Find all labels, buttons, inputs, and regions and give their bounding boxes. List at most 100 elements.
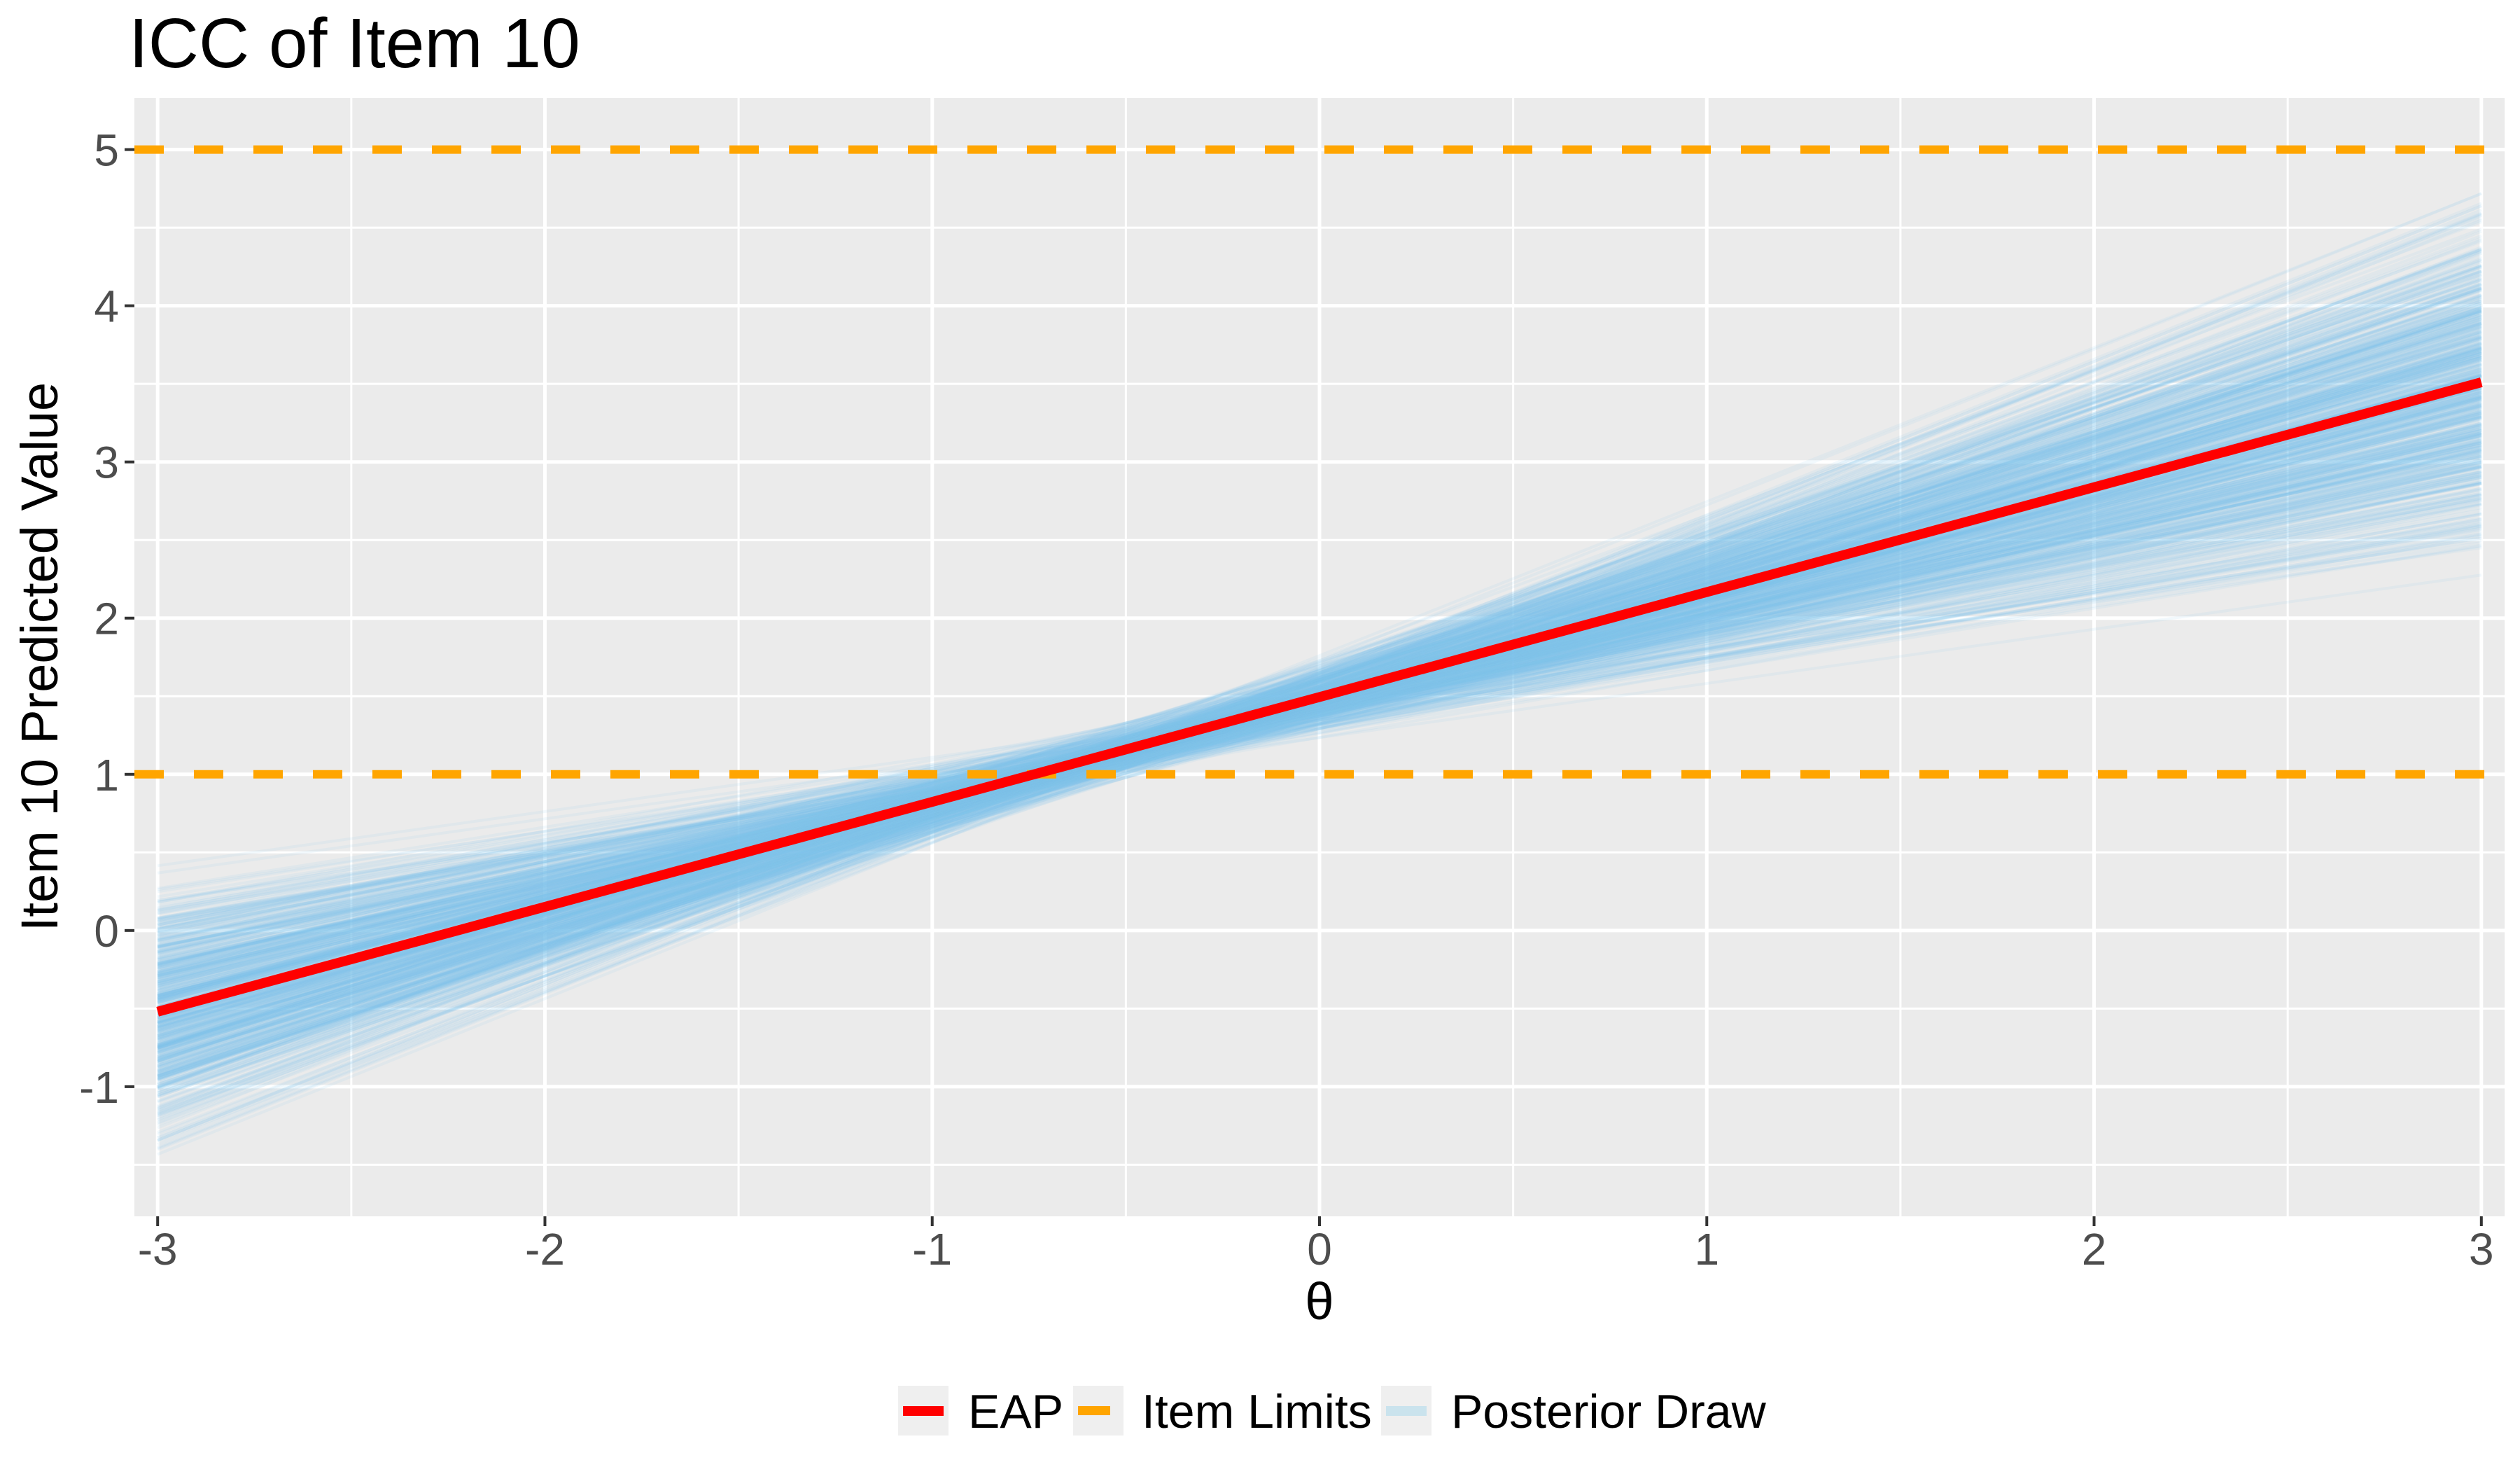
posterior-draw-line — [157, 459, 2482, 966]
posterior-draw-line — [157, 294, 2482, 1065]
posterior-draw-line — [157, 413, 2482, 968]
posterior-draw-line — [157, 295, 2482, 1082]
posterior-draw-line — [157, 454, 2482, 985]
posterior-draw-line — [157, 217, 2482, 1124]
posterior-draw-line — [157, 480, 2482, 977]
posterior-draw-line — [157, 517, 2482, 947]
posterior-draw-swatch-patch — [1386, 1406, 1427, 1416]
x-tick-label: -3 — [138, 1224, 178, 1274]
posterior-draw-line — [157, 386, 2482, 1034]
posterior-draw-line — [157, 438, 2482, 978]
posterior-draw-line — [157, 285, 2482, 1071]
posterior-draw-line — [157, 273, 2482, 1048]
posterior-draw-line — [157, 477, 2482, 934]
posterior-draw-line — [157, 466, 2482, 966]
posterior-draw-line — [157, 277, 2482, 1099]
posterior-draw-line — [157, 396, 2482, 1028]
posterior-draw-line — [157, 308, 2482, 1065]
posterior-draw-line — [157, 433, 2482, 1024]
posterior-draw-line — [157, 278, 2482, 1081]
posterior-draw-line — [157, 448, 2482, 971]
posterior-draw-line — [157, 398, 2482, 1032]
legend-label-eap: EAP — [968, 1385, 1063, 1438]
posterior-draw-line — [157, 462, 2482, 966]
posterior-draws-band — [157, 192, 2482, 1156]
posterior-draw-line — [157, 249, 2482, 1115]
posterior-draw-line — [157, 286, 2482, 1076]
posterior-draw-line — [157, 448, 2482, 966]
posterior-draw-line — [157, 482, 2482, 950]
posterior-draw-line — [157, 414, 2482, 1000]
posterior-draw-line — [157, 278, 2482, 1045]
posterior-draw-line — [157, 249, 2482, 1099]
posterior-draw-line — [157, 441, 2482, 965]
eap-swatch-line — [903, 1406, 944, 1416]
posterior-draw-line — [157, 429, 2482, 983]
posterior-draw-line — [157, 212, 2482, 1150]
posterior-draw-line — [157, 470, 2482, 950]
posterior-draw-line — [157, 269, 2482, 1103]
posterior-draw-line — [157, 463, 2482, 966]
posterior-draw-line — [157, 380, 2482, 986]
posterior-draw-line — [157, 429, 2482, 988]
posterior-draw-line — [157, 247, 2482, 1090]
posterior-draw-line — [157, 364, 2482, 1006]
posterior-draw-line — [157, 311, 2482, 1048]
posterior-draw-line — [157, 296, 2482, 1050]
posterior-draw-line — [157, 482, 2482, 935]
posterior-draw-line — [157, 520, 2482, 920]
posterior-draw-line — [157, 270, 2482, 1090]
posterior-draw-line — [157, 481, 2482, 970]
posterior-draw-line — [157, 424, 2482, 987]
posterior-draw-line — [157, 461, 2482, 984]
posterior-draw-line — [157, 487, 2482, 931]
posterior-draw-line — [157, 338, 2482, 1033]
posterior-draw-line — [157, 249, 2482, 1089]
posterior-draw-line — [157, 287, 2482, 1064]
posterior-draw-line — [157, 386, 2482, 1031]
posterior-draw-line — [157, 352, 2482, 1053]
posterior-draw-line — [157, 395, 2482, 1022]
posterior-draw-line — [157, 324, 2482, 1017]
posterior-draw-line — [157, 373, 2482, 1003]
posterior-draw-line — [157, 503, 2482, 964]
posterior-draw-line — [157, 445, 2482, 960]
posterior-draw-line — [157, 418, 2482, 965]
posterior-draw-line — [157, 345, 2482, 1064]
posterior-draw-line — [157, 334, 2482, 1034]
posterior-draw-line — [157, 286, 2482, 1078]
posterior-draw-line — [157, 251, 2482, 1122]
posterior-draw-line — [157, 450, 2482, 958]
posterior-draw-line — [157, 443, 2482, 973]
posterior-draw-line — [157, 286, 2482, 1062]
posterior-draw-line — [157, 281, 2482, 1089]
posterior-draw-line — [157, 347, 2482, 1076]
posterior-draw-line — [157, 433, 2482, 978]
posterior-draw-line — [157, 317, 2482, 1057]
posterior-draw-line — [157, 480, 2482, 963]
posterior-draw-line — [157, 405, 2482, 1000]
posterior-draw-line — [157, 508, 2482, 924]
posterior-draw-line — [157, 394, 2482, 986]
posterior-draw-line — [157, 506, 2482, 934]
x-tick-label: -1 — [912, 1224, 952, 1274]
posterior-draw-line — [157, 323, 2482, 1036]
posterior-draw-line — [157, 503, 2482, 922]
posterior-draw-line — [157, 293, 2482, 1078]
posterior-draw-line — [157, 494, 2482, 926]
posterior-draw-line — [157, 299, 2482, 1050]
posterior-draw-line — [157, 214, 2482, 1142]
posterior-draw-line — [157, 478, 2482, 947]
posterior-draw-line — [157, 290, 2482, 1072]
posterior-draw-line — [157, 220, 2482, 1115]
posterior-draw-line — [157, 309, 2482, 1063]
posterior-draw-line — [157, 468, 2482, 943]
posterior-draw-line — [157, 426, 2482, 984]
posterior-draw-line — [157, 447, 2482, 971]
posterior-draw-line — [157, 441, 2482, 991]
posterior-draw-line — [157, 453, 2482, 926]
posterior-draw-line — [157, 367, 2482, 1050]
posterior-draw-line — [157, 492, 2482, 938]
posterior-draw-line — [157, 472, 2482, 949]
posterior-draw-line — [157, 278, 2482, 1048]
